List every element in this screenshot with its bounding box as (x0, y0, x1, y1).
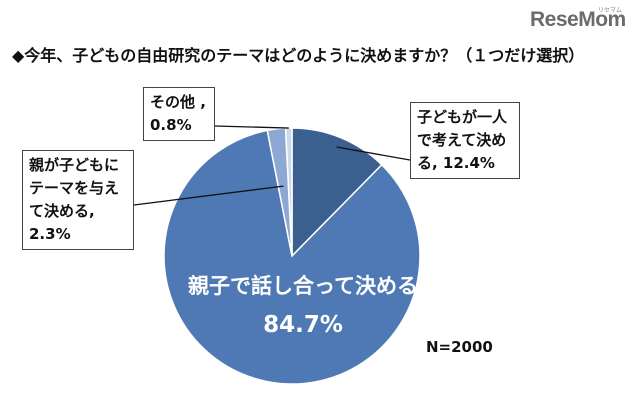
callout-other-line-2: 0.8% (150, 116, 192, 134)
pie-slice-parent-child-discuss (163, 129, 421, 385)
chart-title: ◆今年、子どもの自由研究のテーマはどのように決めますか？（１つだけ選択） (12, 46, 585, 65)
callout-self-line-1: 子どもが一人 (417, 108, 508, 126)
leader-line-other (214, 125, 289, 129)
sample-size: N=2000 (426, 338, 493, 356)
leader-line-parent-given (133, 185, 284, 206)
resemom-logo: ReseMom (530, 8, 626, 31)
callout-self-line-2: で考えて決め (417, 131, 507, 149)
main-slice-label-name: 親子で話し合って決める (188, 274, 418, 298)
callout-given-line-4: 2.3% (29, 225, 71, 243)
leader-line-self-decided (336, 146, 411, 161)
callout-other: その他 , 0.8% (143, 87, 215, 141)
callout-given-line-1: 親が子どもに (29, 156, 120, 174)
pie-slice-self-decided (291, 127, 383, 258)
callout-other-line-1: その他 , (150, 93, 206, 111)
callout-given-line-3: て決める, (29, 202, 95, 220)
callout-self-decided: 子どもが一人 で考えて決め る, 12.4% (410, 102, 520, 179)
main-slice-label: 親子で話し合って決める 84.7% (178, 270, 428, 338)
callout-self-line-3: る, 12.4% (417, 154, 495, 172)
resemom-logo-subtext: リセマム (598, 7, 623, 14)
main-slice-label-value: 84.7% (263, 312, 343, 338)
callout-given-line-2: テーマを与え (29, 179, 120, 197)
callout-parent-given: 親が子どもに テーマを与え て決める, 2.3% (22, 150, 134, 250)
